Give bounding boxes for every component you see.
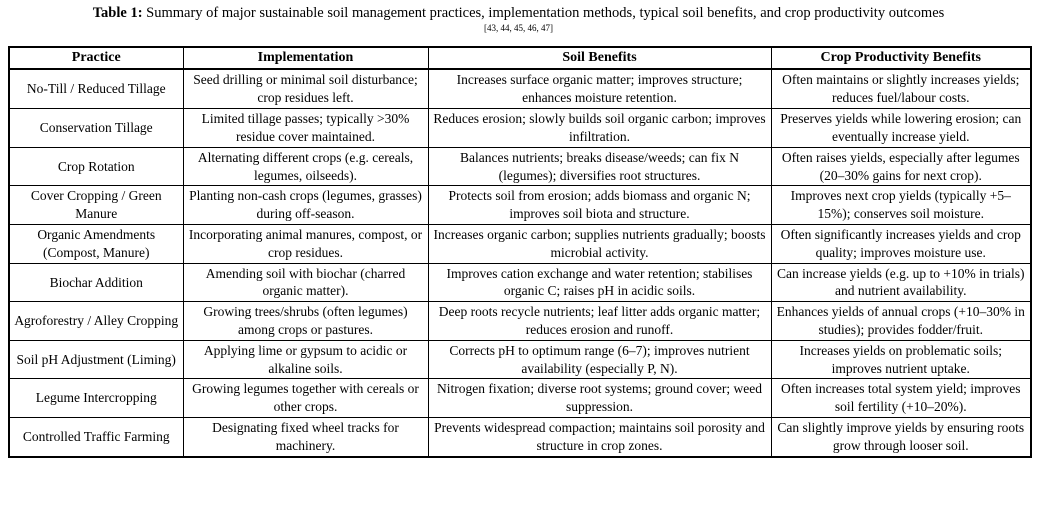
cell-productivity: Can increase yields (e.g. up to +10% in … xyxy=(770,262,1032,303)
header-soil-benefits: Soil Benefits xyxy=(427,46,772,71)
header-crop-productivity-benefits: Crop Productivity Benefits xyxy=(770,46,1032,71)
cell-soil-benefits: Improves cation exchange and water reten… xyxy=(427,262,772,303)
cell-practice: Agroforestry / Alley Cropping xyxy=(8,301,184,341)
cell-practice: Organic Amendments (Compost, Manure) xyxy=(8,223,184,264)
cell-soil-benefits: Balances nutrients; breaks disease/weeds… xyxy=(427,146,772,187)
table-row: Organic Amendments (Compost, Manure) Inc… xyxy=(8,223,1032,264)
cell-soil-benefits: Protects soil from erosion; adds biomass… xyxy=(427,185,772,225)
cell-practice: Crop Rotation xyxy=(8,146,184,187)
table-row: Soil pH Adjustment (Liming) Applying lim… xyxy=(8,339,1032,380)
cell-implementation: Alternating different crops (e.g. cereal… xyxy=(182,146,429,187)
table-row: Conservation Tillage Limited tillage pas… xyxy=(8,108,1032,148)
cell-implementation: Designating fixed wheel tracks for machi… xyxy=(182,417,429,458)
cell-implementation: Growing legumes together with cereals or… xyxy=(182,378,429,419)
table-row: Legume Intercropping Growing legumes tog… xyxy=(8,378,1032,419)
practices-table: Practice Implementation Soil Benefits Cr… xyxy=(8,45,1032,458)
table-caption: Table 1: Summary of major sustainable so… xyxy=(10,5,1027,22)
header-implementation: Implementation xyxy=(182,46,429,71)
cell-implementation: Applying lime or gypsum to acidic or alk… xyxy=(182,339,429,380)
cell-practice: Soil pH Adjustment (Liming) xyxy=(8,339,184,380)
cell-implementation: Amending soil with biochar (charred orga… xyxy=(182,262,429,303)
cell-productivity: Improves next crop yields (typically +5–… xyxy=(770,185,1032,225)
cell-implementation: Planting non-cash crops (legumes, grasse… xyxy=(182,185,429,225)
cell-soil-benefits: Reduces erosion; slowly builds soil orga… xyxy=(427,108,772,148)
cell-implementation: Growing trees/shrubs (often legumes) amo… xyxy=(182,301,429,341)
table-row: No-Till / Reduced Tillage Seed drilling … xyxy=(8,68,1032,110)
cell-productivity: Can slightly improve yields by ensuring … xyxy=(770,417,1032,458)
table-row: Crop Rotation Alternating different crop… xyxy=(8,146,1032,187)
cell-productivity: Often maintains or slightly increases yi… xyxy=(770,68,1032,110)
cell-practice: Controlled Traffic Farming xyxy=(8,417,184,458)
cell-soil-benefits: Increases organic carbon; supplies nutri… xyxy=(427,223,772,264)
cell-implementation: Limited tillage passes; typically >30% r… xyxy=(182,108,429,148)
table-row: Agroforestry / Alley Cropping Growing tr… xyxy=(8,301,1032,341)
header-practice: Practice xyxy=(8,46,184,71)
cell-productivity: Often significantly increases yields and… xyxy=(770,223,1032,264)
cell-practice: No-Till / Reduced Tillage xyxy=(8,68,184,110)
cell-practice: Cover Cropping / Green Manure xyxy=(8,185,184,225)
table-caption-text: Summary of major sustainable soil manage… xyxy=(142,5,945,21)
cell-soil-benefits: Nitrogen fixation; diverse root systems;… xyxy=(427,378,772,419)
cell-soil-benefits: Prevents widespread compaction; maintain… xyxy=(427,417,772,458)
table-row: Biochar Addition Amending soil with bioc… xyxy=(8,262,1032,303)
cell-practice: Biochar Addition xyxy=(8,262,184,303)
cell-productivity: Enhances yields of annual crops (+10–30%… xyxy=(770,301,1032,341)
cell-productivity: Often increases total system yield; impr… xyxy=(770,378,1032,419)
table-row: Cover Cropping / Green Manure Planting n… xyxy=(8,185,1032,225)
table-row: Controlled Traffic Farming Designating f… xyxy=(8,417,1032,458)
header-row: Practice Implementation Soil Benefits Cr… xyxy=(8,46,1032,71)
cell-productivity: Preserves yields while lowering erosion;… xyxy=(770,108,1032,148)
cell-implementation: Seed drilling or minimal soil disturbanc… xyxy=(182,68,429,110)
cell-implementation: Incorporating animal manures, compost, o… xyxy=(182,223,429,264)
cell-productivity: Often raises yields, especially after le… xyxy=(770,146,1032,187)
cell-practice: Conservation Tillage xyxy=(8,108,184,148)
cell-soil-benefits: Corrects pH to optimum range (6–7); impr… xyxy=(427,339,772,380)
cell-practice: Legume Intercropping xyxy=(8,378,184,419)
cell-soil-benefits: Deep roots recycle nutrients; leaf litte… xyxy=(427,301,772,341)
citation-references: [43, 44, 45, 46, 47] xyxy=(484,22,553,33)
cell-productivity: Increases yields on problematic soils; i… xyxy=(770,339,1032,380)
table-caption-label: Table 1: xyxy=(92,5,143,21)
cell-soil-benefits: Increases surface organic matter; improv… xyxy=(427,68,772,110)
